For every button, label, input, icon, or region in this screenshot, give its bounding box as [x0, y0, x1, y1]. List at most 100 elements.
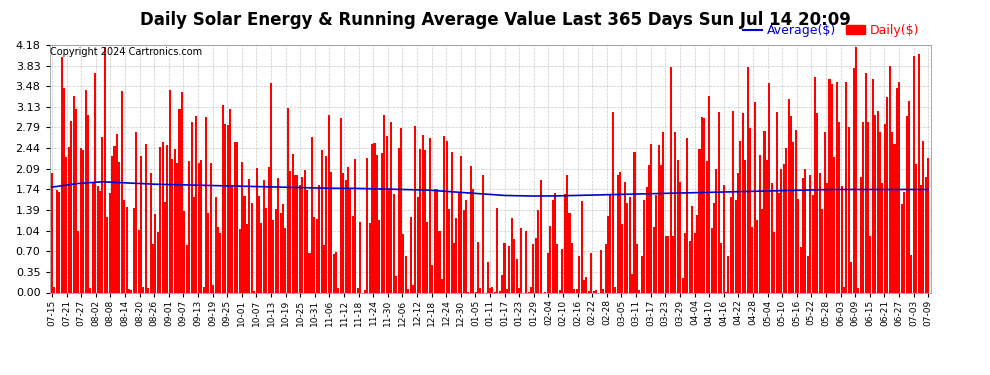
Bar	[928, 158, 930, 292]
Bar	[292, 154, 294, 292]
Bar	[508, 246, 510, 292]
Bar	[696, 215, 698, 292]
Bar	[650, 144, 652, 292]
Bar	[780, 170, 782, 292]
Bar	[766, 160, 768, 292]
Bar	[121, 91, 123, 292]
Bar	[465, 200, 467, 292]
Bar	[381, 153, 383, 292]
Bar	[333, 254, 335, 292]
Bar	[906, 116, 908, 292]
Bar	[53, 288, 55, 292]
Bar	[535, 238, 537, 292]
Bar	[229, 109, 231, 292]
Bar	[617, 175, 619, 292]
Bar	[195, 116, 197, 292]
Bar	[874, 115, 876, 292]
Bar	[862, 123, 864, 292]
Bar	[405, 256, 407, 292]
Bar	[388, 188, 390, 292]
Bar	[859, 177, 862, 292]
Bar	[72, 96, 74, 292]
Bar	[911, 255, 913, 292]
Bar	[682, 278, 684, 292]
Bar	[323, 244, 325, 292]
Bar	[740, 141, 742, 292]
Bar	[149, 173, 151, 292]
Bar	[667, 237, 669, 292]
Bar	[482, 176, 484, 292]
Bar	[636, 244, 638, 292]
Bar	[595, 290, 597, 292]
Bar	[346, 167, 349, 292]
Bar	[657, 145, 659, 292]
Bar	[412, 285, 414, 292]
Bar	[706, 161, 708, 292]
Bar	[881, 183, 883, 292]
Bar	[746, 66, 748, 292]
Bar	[817, 112, 819, 292]
Bar	[496, 208, 498, 292]
Bar	[75, 109, 77, 292]
Bar	[237, 142, 239, 292]
Bar	[629, 197, 631, 292]
Bar	[417, 197, 419, 292]
Bar	[111, 156, 113, 292]
Bar	[499, 291, 501, 292]
Bar	[448, 209, 450, 292]
Bar	[67, 147, 69, 292]
Bar	[446, 141, 447, 292]
Bar	[224, 124, 227, 292]
Bar	[691, 206, 693, 292]
Bar	[664, 236, 667, 292]
Bar	[733, 111, 735, 292]
Bar	[708, 96, 710, 292]
Bar	[521, 228, 523, 292]
Bar	[686, 138, 688, 292]
Bar	[775, 112, 777, 292]
Bar	[826, 183, 828, 292]
Bar	[612, 112, 614, 292]
Text: Copyright 2024 Cartronics.com: Copyright 2024 Cartronics.com	[50, 48, 203, 57]
Bar	[842, 287, 844, 292]
Bar	[867, 122, 869, 292]
Bar	[316, 219, 318, 292]
Bar	[313, 217, 316, 292]
Text: Daily Solar Energy & Running Average Value Last 365 Days Sun Jul 14 20:09: Daily Solar Energy & Running Average Val…	[140, 11, 850, 29]
Bar	[161, 142, 163, 292]
Bar	[60, 57, 62, 292]
Bar	[65, 157, 67, 292]
Bar	[728, 256, 730, 292]
Bar	[335, 252, 337, 292]
Bar	[829, 79, 831, 292]
Bar	[356, 288, 358, 292]
Bar	[472, 189, 474, 292]
Bar	[511, 217, 513, 292]
Bar	[444, 135, 446, 292]
Bar	[275, 209, 277, 292]
Bar	[258, 196, 260, 292]
Bar	[886, 97, 888, 292]
Bar	[77, 231, 79, 292]
Bar	[655, 195, 657, 292]
Bar	[338, 288, 340, 292]
Bar	[282, 204, 284, 292]
Bar	[756, 220, 758, 292]
Bar	[169, 90, 171, 292]
Bar	[713, 204, 715, 292]
Bar	[645, 187, 647, 292]
Bar	[422, 135, 424, 292]
Bar	[800, 247, 802, 292]
Bar	[711, 228, 713, 292]
Bar	[516, 259, 518, 292]
Bar	[479, 288, 481, 292]
Bar	[193, 197, 195, 292]
Bar	[136, 132, 138, 292]
Bar	[343, 173, 345, 292]
Bar	[768, 83, 770, 292]
Bar	[198, 163, 200, 292]
Bar	[556, 244, 558, 292]
Bar	[176, 163, 178, 292]
Bar	[918, 54, 920, 292]
Bar	[402, 234, 404, 292]
